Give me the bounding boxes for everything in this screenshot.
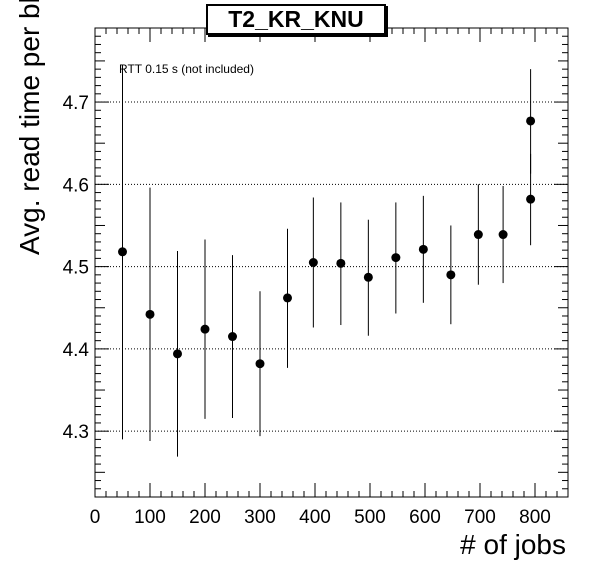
- data-point: [336, 258, 346, 268]
- data-point: [418, 244, 428, 254]
- tick-labels: 4.3 4.4 4.5 4.6 4.7 0 100 200 300 400 500 600 700 800: [63, 93, 551, 528]
- data-point: [255, 359, 265, 369]
- x-tick-label: 700: [464, 507, 496, 528]
- x-tick-label: 600: [409, 507, 441, 528]
- y-tick-label: 4.7: [63, 93, 89, 114]
- data-point: [391, 253, 401, 263]
- data-point: [200, 324, 210, 334]
- x-tick-label: 0: [90, 507, 101, 528]
- data-point: [283, 293, 292, 303]
- data-point: [118, 247, 127, 257]
- x-tick-label: 800: [519, 507, 551, 528]
- x-axis-label: # of jobs: [460, 529, 566, 560]
- data-point: [473, 230, 483, 240]
- plot-frame: [94, 27, 569, 498]
- y-axis-label: Avg. read time per block [s]: [14, 0, 45, 255]
- x-tick-label: 200: [189, 507, 221, 528]
- chart-title-box: T2_KR_KNU: [206, 4, 386, 35]
- grid-lines: [95, 101, 568, 432]
- x-tick-label: 300: [244, 507, 276, 528]
- data-point: [498, 230, 508, 240]
- data-point: [173, 349, 182, 359]
- chart-title: T2_KR_KNU: [228, 6, 364, 32]
- data-point: [308, 258, 318, 267]
- y-tick-label: 4.5: [63, 258, 89, 279]
- y-tick-label: 4.4: [63, 340, 90, 361]
- x-tick-label: 500: [354, 507, 386, 528]
- data-point: [526, 116, 536, 126]
- data-point: [363, 272, 373, 282]
- x-tick-label: 400: [299, 507, 331, 528]
- data-point: [228, 332, 237, 342]
- data-point: [145, 309, 155, 319]
- x-tick-label: 100: [134, 507, 166, 528]
- data-point: [446, 270, 456, 280]
- y-tick-label: 4.3: [63, 422, 89, 443]
- data-point: [526, 194, 536, 204]
- y-tick-label: 4.6: [63, 175, 89, 196]
- axis-ticks: [94, 27, 568, 497]
- data-points: [118, 65, 536, 457]
- chart-annotation: RTT 0.15 s (not included): [119, 62, 254, 76]
